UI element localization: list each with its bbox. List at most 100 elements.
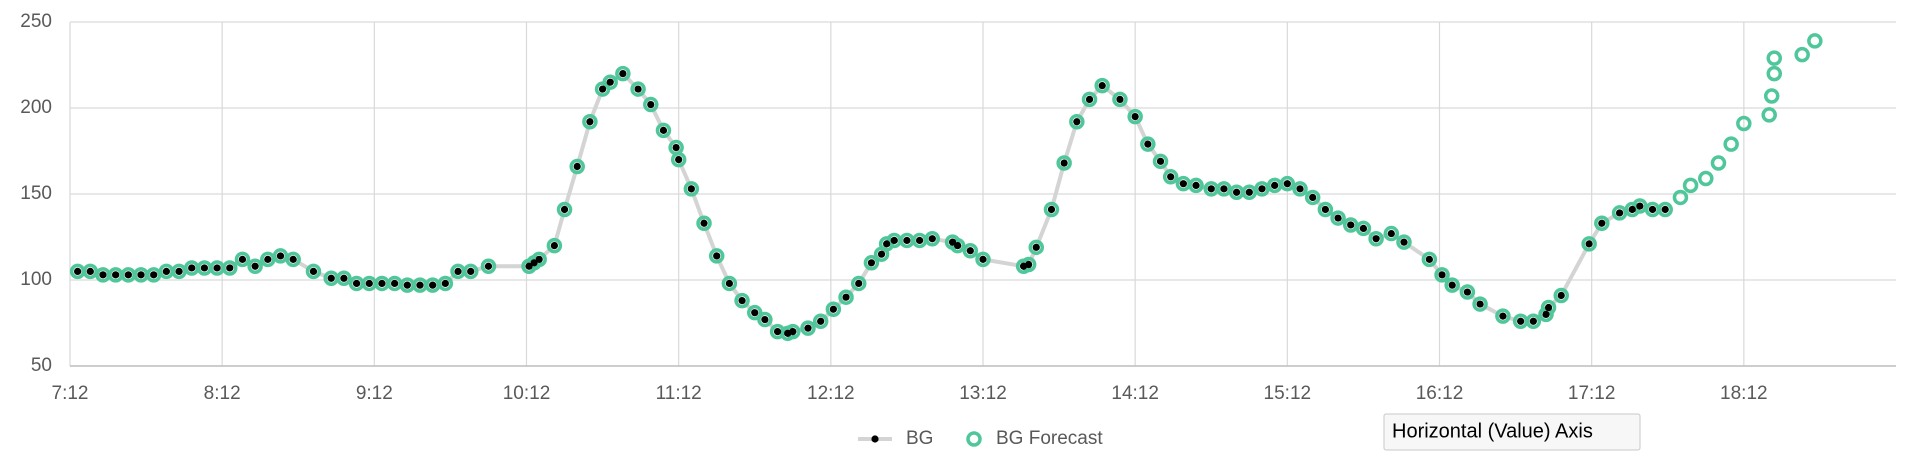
- bg-point: [883, 240, 891, 248]
- bg-point: [378, 279, 386, 288]
- bg-point: [1557, 291, 1565, 300]
- bg-point: [751, 309, 759, 317]
- bg-point: [560, 205, 569, 214]
- bg-point: [1144, 140, 1152, 148]
- forecast-point: [222, 260, 238, 276]
- bg-point: [309, 267, 318, 275]
- x-tick-label: 12:12: [807, 383, 855, 404]
- bg-point: [1544, 303, 1553, 312]
- bg-point: [842, 293, 850, 301]
- forecast-point: [1434, 267, 1450, 283]
- x-tick-label: 11:12: [656, 383, 702, 404]
- forecast-point: [1069, 114, 1085, 130]
- bg-point: [1615, 209, 1624, 217]
- forecast-point: [800, 320, 816, 336]
- x-tick-label: 16:12: [1416, 383, 1464, 404]
- bg-point: [738, 297, 746, 305]
- bg-point: [327, 274, 335, 282]
- bg-point: [525, 262, 533, 270]
- bg-point: [1156, 157, 1165, 165]
- x-tick-label: 8:12: [204, 383, 241, 404]
- bg-point: [1400, 238, 1408, 246]
- bg-point: [1347, 221, 1355, 229]
- bg-point: [1167, 173, 1175, 181]
- forecast-point: [655, 122, 672, 139]
- bg-point: [99, 271, 107, 279]
- bg-point: [416, 281, 424, 289]
- bg-point: [1648, 205, 1657, 214]
- bg-point: [713, 252, 721, 260]
- forecast-point: [1421, 251, 1438, 268]
- bg-point: [391, 279, 399, 288]
- bg-point: [365, 279, 373, 288]
- forecast-point: [1763, 88, 1780, 104]
- bg-point: [1245, 188, 1253, 196]
- bg-point: [352, 279, 361, 288]
- bg-point: [979, 255, 987, 263]
- bg-point: [484, 262, 493, 270]
- bg-point: [829, 305, 837, 313]
- forecast-point: [1081, 91, 1098, 108]
- bg-point: [606, 78, 614, 86]
- bg-point: [687, 185, 695, 193]
- forecast-point: [643, 96, 659, 113]
- forecast-point: [1594, 215, 1610, 231]
- forecast-point: [1723, 136, 1739, 152]
- bg-point: [251, 262, 259, 270]
- forecast-point: [1383, 225, 1400, 242]
- x-tick-label: 15:12: [1264, 383, 1312, 404]
- bg-point: [573, 162, 581, 171]
- forecast-point: [1459, 284, 1476, 300]
- forecast-point: [1495, 308, 1511, 324]
- forecast-point: [757, 311, 773, 328]
- bg-point: [530, 259, 538, 267]
- forecast-point: [1444, 277, 1460, 293]
- bg-point: [264, 255, 272, 263]
- forecast-point: [1355, 220, 1372, 237]
- bg-point: [1309, 193, 1317, 202]
- bg-point: [1296, 185, 1304, 193]
- bg-point: [175, 267, 183, 275]
- bg-point: [1220, 185, 1228, 193]
- forecast-point: [462, 263, 479, 280]
- forecast-point: [437, 275, 454, 292]
- y-tick-label: 150: [20, 183, 52, 204]
- bg-point: [948, 238, 957, 246]
- bg-point: [340, 274, 348, 282]
- legend-marker: [871, 435, 879, 443]
- forecast-point: [1028, 239, 1045, 256]
- forecast-point: [1581, 236, 1597, 252]
- forecast-point: [1112, 91, 1128, 108]
- x-tick-label: 7:12: [52, 383, 89, 404]
- forecast-point: [878, 236, 895, 252]
- bg-point: [213, 264, 221, 272]
- bg-point: [928, 235, 936, 243]
- x-tick-label: 18:12: [1720, 383, 1768, 404]
- forecast-point: [850, 275, 867, 292]
- bg-point: [1463, 288, 1471, 296]
- forecast-point: [1094, 77, 1110, 94]
- bg-point: [915, 236, 924, 245]
- bg-point: [112, 271, 120, 279]
- bg-point: [804, 324, 812, 332]
- bg-point: [137, 271, 145, 279]
- bg-point: [773, 328, 782, 336]
- bg-point: [1425, 255, 1433, 263]
- forecast-point: [1794, 46, 1810, 63]
- forecast-point: [670, 151, 687, 168]
- bg-point: [1448, 281, 1456, 289]
- bg-point: [467, 267, 475, 275]
- bg-point: [200, 264, 209, 272]
- forecast-point: [1698, 170, 1714, 187]
- forecast-point: [247, 258, 263, 274]
- bg-point: [162, 267, 170, 275]
- y-tick-label: 200: [20, 97, 52, 118]
- bg-point: [150, 271, 158, 279]
- bg-point: [598, 85, 607, 93]
- forecast-point: [975, 251, 991, 268]
- bg-point: [1517, 317, 1525, 325]
- forecast-point: [615, 65, 631, 82]
- forecast-point: [1682, 177, 1699, 194]
- bg-point: [634, 85, 642, 93]
